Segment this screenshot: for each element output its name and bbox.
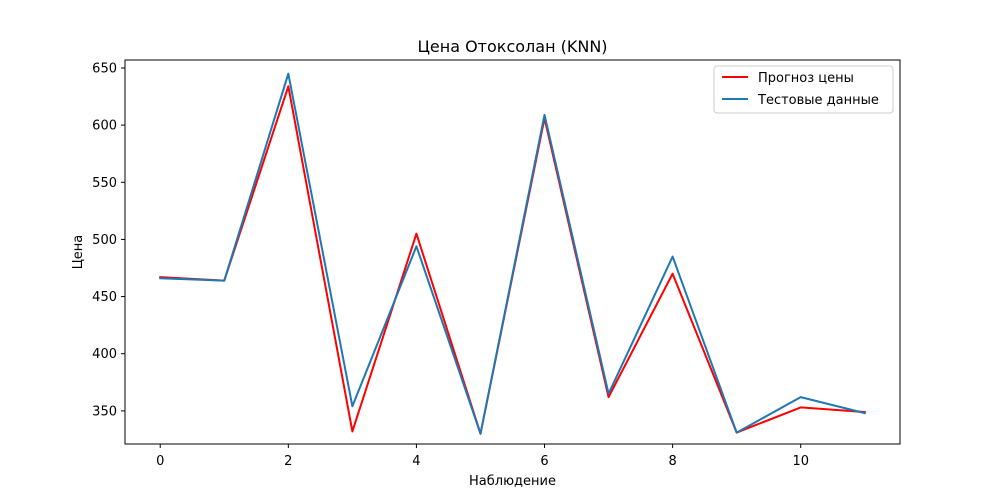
plot-area-frame bbox=[124, 59, 901, 445]
x-axis-ticks: 0 2 4 6 8 10 bbox=[156, 444, 809, 469]
legend: Прогноз цены Тестовые данные bbox=[713, 65, 894, 114]
series-lines bbox=[159, 72, 866, 435]
y-tick-label: 650 bbox=[92, 62, 117, 77]
x-tick-label: 6 bbox=[540, 454, 548, 469]
x-tick-label: 10 bbox=[792, 454, 809, 469]
y-tick-label: 450 bbox=[92, 290, 117, 305]
legend-label-test: Тестовые данные bbox=[757, 93, 879, 108]
y-axis-ticks: 350 400 450 500 550 600 650 bbox=[92, 62, 125, 419]
x-tick-label: 8 bbox=[668, 454, 676, 469]
legend-box bbox=[713, 65, 894, 114]
y-tick-label: 350 bbox=[92, 404, 117, 419]
x-tick-label: 4 bbox=[412, 454, 420, 469]
series-line-test bbox=[159, 72, 866, 435]
x-tick-label: 2 bbox=[284, 454, 292, 469]
y-tick-label: 400 bbox=[92, 347, 117, 362]
x-axis-title: Наблюдение bbox=[469, 474, 556, 489]
y-tick-label: 550 bbox=[92, 176, 117, 191]
legend-label-forecast: Прогноз цены bbox=[758, 71, 854, 86]
chart-title: Цена Отоксолан (KNN) bbox=[417, 37, 607, 56]
y-tick-label: 500 bbox=[92, 233, 117, 248]
x-tick-label: 0 bbox=[156, 454, 164, 469]
y-tick-label: 600 bbox=[92, 119, 117, 134]
y-axis-title: Цена bbox=[71, 235, 86, 270]
